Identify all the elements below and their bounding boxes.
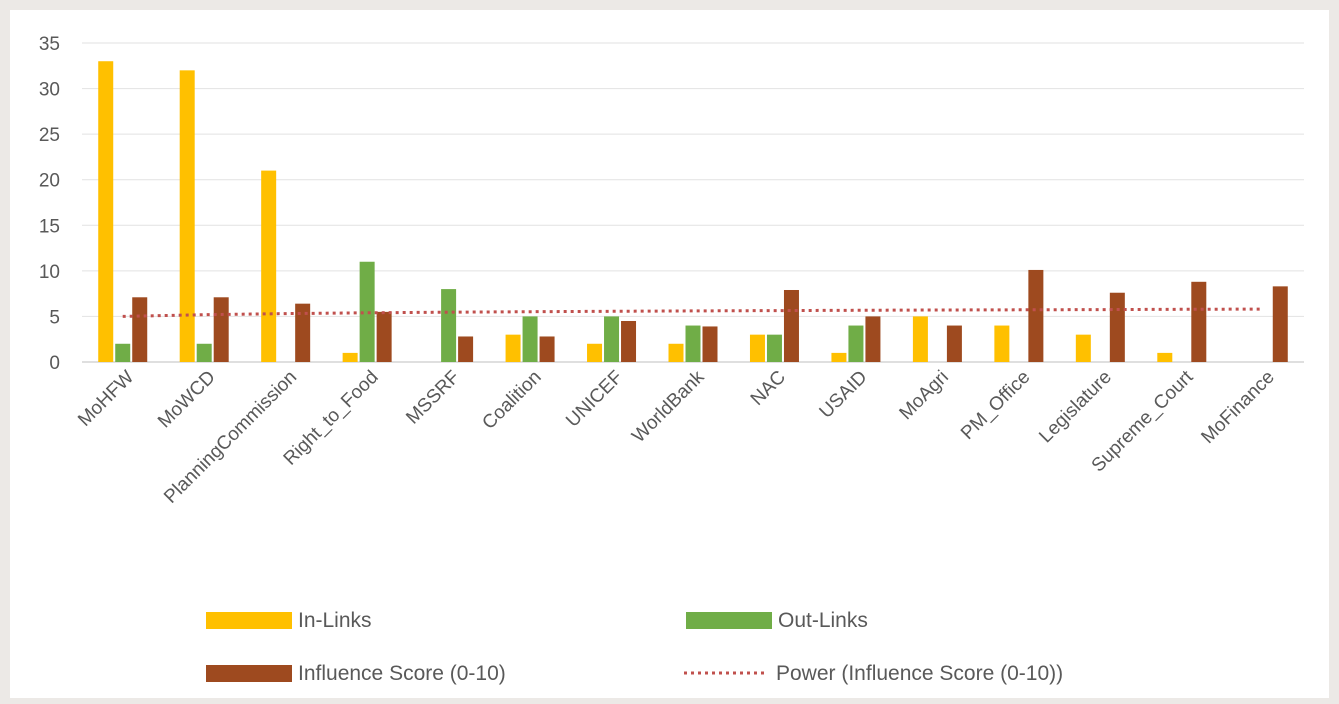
x-tick-label: NAC: [747, 367, 790, 410]
out-links-bar: [685, 325, 701, 362]
x-tick-label: Coalition: [478, 367, 545, 434]
x-tick-label: WorldBank: [628, 366, 709, 447]
x-tick-label: MoFinance: [1197, 367, 1278, 448]
chart-card: 0 5 10 15 20 25 30 35 MoHFW MoWCD PlanningCommiss…: [10, 10, 1329, 698]
influence-bar: [946, 325, 962, 362]
y-tick-label: 10: [39, 262, 60, 283]
legend-label-trendline: Power (Influence Score (0-10)): [776, 662, 1063, 685]
y-tick-label: 25: [39, 125, 60, 146]
in-links-bar: [994, 325, 1010, 362]
x-tick-label: MSSRF: [402, 367, 464, 429]
trendline-group: [122, 307, 1264, 318]
out-links-bar: [522, 316, 538, 362]
in-links-bar: [668, 343, 684, 362]
trendline: [122, 307, 1264, 318]
influence-bar: [132, 297, 148, 362]
legend: In-Links Out-Links Influence Score (0-10…: [206, 609, 1063, 685]
legend-label-out-links: Out-Links: [778, 609, 868, 632]
y-tick-label: 20: [39, 171, 60, 192]
legend-label-in-links: In-Links: [298, 609, 372, 632]
x-tick-label: PM_Office: [957, 367, 1034, 444]
out-links-bar: [359, 261, 375, 362]
legend-swatch-influence: [206, 665, 292, 682]
out-links-bar: [115, 343, 131, 362]
influence-bar: [1272, 286, 1288, 362]
x-tick-label: MoWCD: [154, 367, 220, 433]
in-links-bar: [261, 170, 277, 362]
influence-bar: [621, 320, 637, 362]
influence-bar: [783, 289, 799, 362]
x-tick-label: MoAgri: [896, 367, 953, 424]
x-axis-labels: MoHFW MoWCDPlanningCommissionRight_to_Foo…: [74, 366, 1279, 508]
in-links-bar: [342, 352, 358, 362]
in-links-bar: [912, 316, 928, 362]
y-tick-label: 0: [49, 353, 60, 374]
influence-bar: [865, 316, 881, 362]
influence-bar: [376, 311, 392, 362]
legend-swatch-out-links: [686, 612, 772, 629]
x-tick-label: MoHFW: [74, 367, 138, 431]
bar-chart: 0 5 10 15 20 25 30 35 MoHFW MoWCDPlanningCommiss…: [39, 34, 1304, 685]
influence-bar: [458, 336, 474, 362]
in-links-bar: [587, 343, 603, 362]
y-tick-label: 35: [39, 34, 60, 55]
out-links-bar: [766, 334, 782, 362]
in-links-bar: [505, 334, 521, 362]
gridlines: [82, 42, 1304, 363]
influence-bar: [295, 303, 311, 362]
in-links-bar: [1075, 334, 1091, 362]
influence-bar: [702, 326, 718, 362]
x-tick-label: PlanningCommission: [160, 367, 301, 508]
in-links-bar: [98, 61, 114, 362]
y-tick-label: 5: [49, 307, 60, 328]
in-links-bar: [831, 352, 847, 362]
in-links-bar: [1157, 352, 1173, 362]
in-links-bar: [749, 334, 765, 362]
influence-bar: [1028, 269, 1044, 362]
x-tick-label: Legislature: [1035, 367, 1116, 448]
bars: [98, 61, 1288, 362]
influence-bar: [1191, 281, 1207, 362]
influence-bar: [539, 336, 555, 362]
out-links-bar: [441, 289, 457, 362]
legend-label-influence: Influence Score (0-10): [298, 662, 506, 685]
x-tick-label: USAID: [816, 367, 872, 423]
y-tick-label: 30: [39, 80, 60, 101]
y-axis-ticks: 0 5 10 15 20 25 30 35: [39, 34, 60, 374]
influence-bar: [213, 297, 229, 362]
out-links-bar: [604, 316, 620, 362]
y-tick-label: 15: [39, 216, 60, 237]
out-links-bar: [848, 325, 864, 362]
x-tick-label: UNICEF: [562, 367, 627, 432]
influence-bar: [1109, 292, 1125, 362]
legend-swatch-in-links: [206, 612, 292, 629]
in-links-bar: [179, 70, 195, 362]
out-links-bar: [196, 343, 212, 362]
